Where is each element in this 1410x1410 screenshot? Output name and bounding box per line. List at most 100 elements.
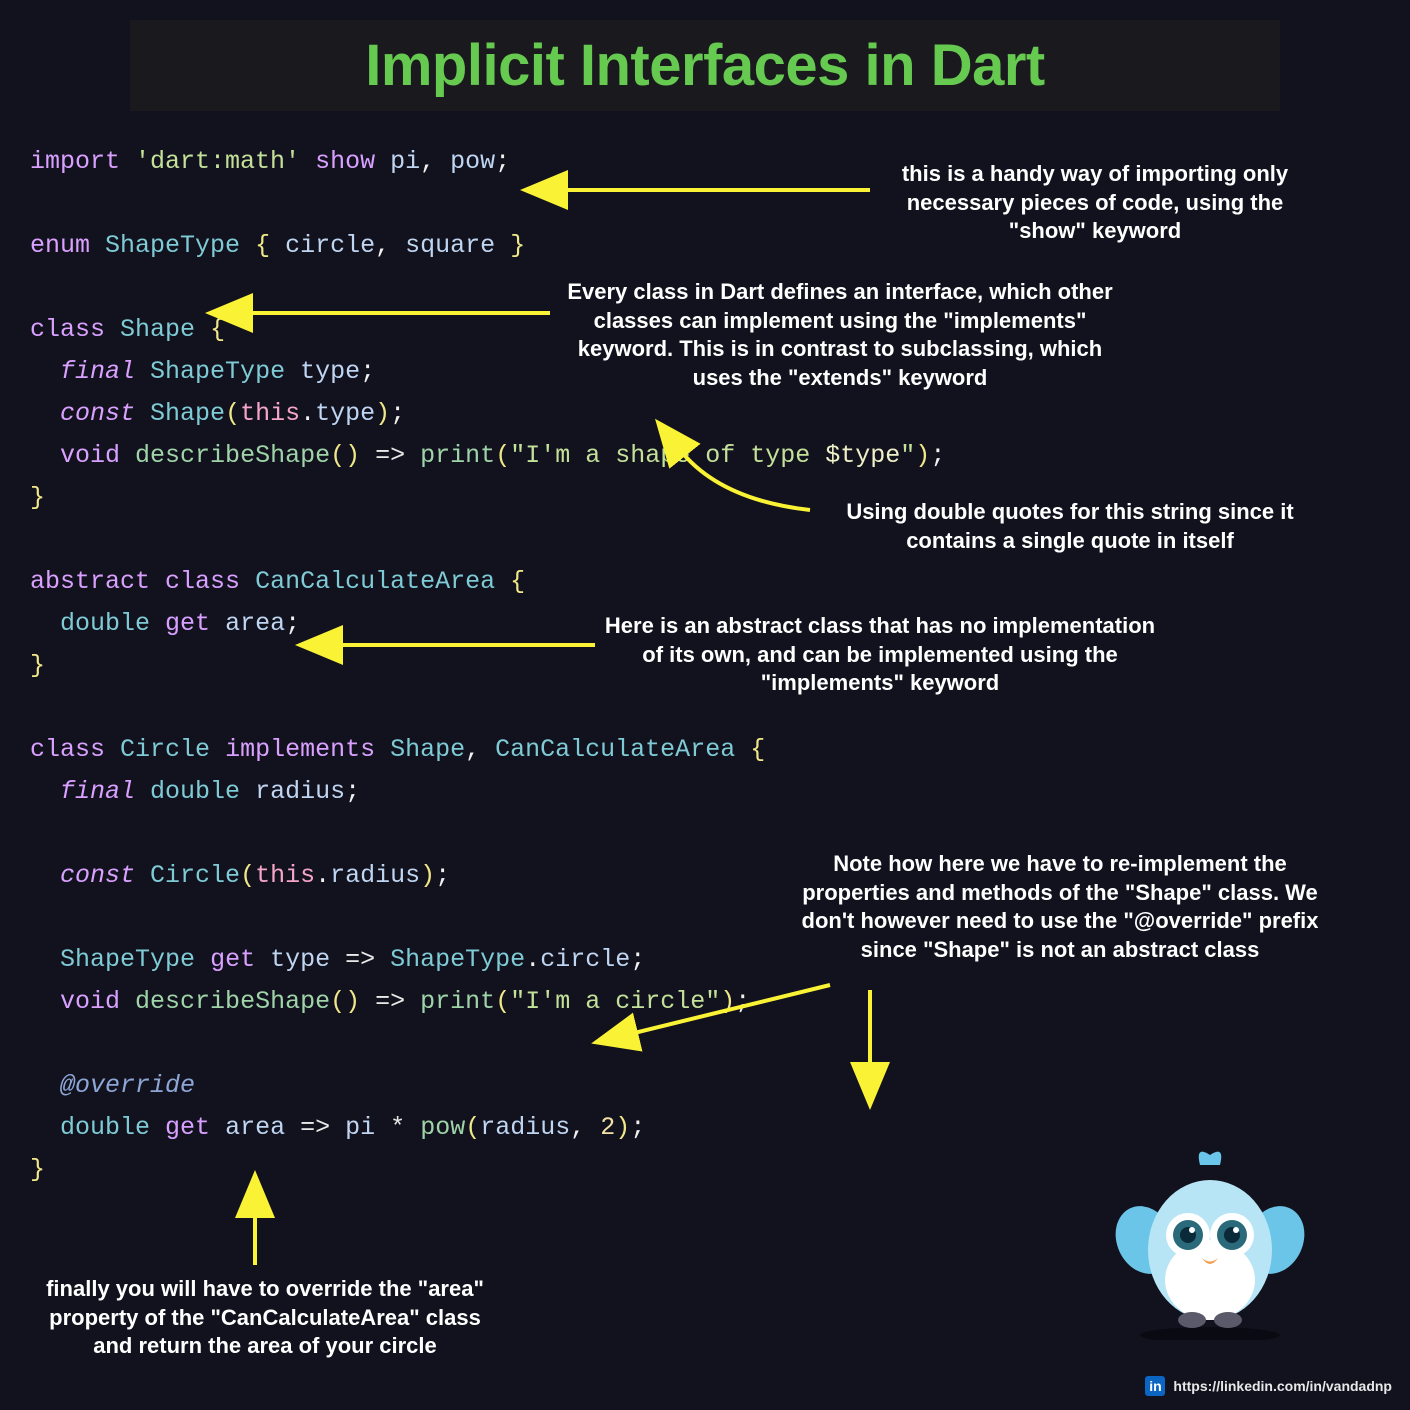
type-ccarea: CanCalculateArea [495,735,735,764]
paren: ) [375,399,390,428]
arrow: => [345,945,375,974]
semi: ; [630,945,645,974]
paren: ) [345,987,360,1016]
dot: . [525,945,540,974]
paren: ) [720,987,735,1016]
comma: , [465,735,480,764]
interp: $type [825,441,900,470]
paren: ( [330,441,345,470]
arrow: => [375,987,405,1016]
str-circle: "I'm a circle" [510,987,720,1016]
type-shapetype: ShapeType [105,231,240,260]
type-double: double [60,609,150,638]
type-ccarea: CanCalculateArea [255,567,495,596]
fn-pow: pow [420,1113,465,1142]
arrow: => [300,1113,330,1142]
kw-get: get [165,1113,210,1142]
val-circle: circle [540,945,630,974]
paren: ) [420,861,435,890]
id-pow: pow [450,147,495,176]
semi: ; [435,861,450,890]
type-shapetype: ShapeType [60,945,195,974]
kw-class: class [30,315,105,344]
semi: ; [735,987,750,1016]
semi: ; [285,609,300,638]
paren: ) [615,1113,630,1142]
annotation-quotes: Using double quotes for this string sinc… [800,498,1340,555]
kw-final: final [60,357,135,386]
title-banner: Implicit Interfaces in Dart [130,20,1280,111]
brace: } [30,651,45,680]
prop-type: type [270,945,330,974]
brace: } [510,231,525,260]
field-radius: radius [255,777,345,806]
ctor-circle: Circle [150,861,240,890]
brace: } [30,1155,45,1184]
semi: ; [495,147,510,176]
kw-const: const [60,861,135,890]
annotation-override: finally you will have to override the "a… [40,1275,490,1361]
meta-override: @override [60,1071,195,1100]
fn-print: print [420,987,495,1016]
semi: ; [930,441,945,470]
ctor-shape: Shape [150,399,225,428]
brace: { [210,315,225,344]
semi: ; [630,1113,645,1142]
kw-final: final [60,777,135,806]
kw-this: this [240,399,300,428]
brace: { [510,567,525,596]
type-double: double [150,777,240,806]
kw-this: this [255,861,315,890]
semi: ; [390,399,405,428]
id-pi: pi [390,147,420,176]
brace: { [750,735,765,764]
prop-area: area [225,609,285,638]
kw-implements: implements [225,735,375,764]
type-double: double [60,1113,150,1142]
type-shape: Shape [120,315,195,344]
kw-void: void [60,987,120,1016]
param-type: type [315,399,375,428]
type-shapetype: ShapeType [150,357,285,386]
semi: ; [345,777,360,806]
kw-get: get [165,609,210,638]
kw-enum: enum [30,231,90,260]
star: * [390,1113,405,1142]
paren: ( [495,987,510,1016]
annotation-import: this is a handy way of importing only ne… [880,160,1310,246]
annotation-interface: Every class in Dart defines an interface… [555,278,1125,392]
brace: } [30,483,45,512]
paren: ) [345,441,360,470]
id-radius: radius [480,1113,570,1142]
paren: ( [465,1113,480,1142]
param-radius: radius [330,861,420,890]
enum-circle: circle [285,231,375,260]
linkedin-link[interactable]: in https://linkedin.com/in/vandadnp [1145,1376,1392,1396]
kw-class: class [165,567,240,596]
id-pi: pi [345,1113,375,1142]
str-shape: "I'm a shape of type [510,441,825,470]
paren: ) [915,441,930,470]
field-type: type [300,357,360,386]
dot: . [315,861,330,890]
type-circle: Circle [120,735,210,764]
linkedin-url: https://linkedin.com/in/vandadnp [1173,1378,1392,1394]
fn-print: print [420,441,495,470]
str-lib: 'dart:math' [135,147,300,176]
comma: , [420,147,435,176]
paren: ( [495,441,510,470]
dot: . [300,399,315,428]
bird-mascot-icon [1110,1140,1310,1340]
kw-get: get [210,945,255,974]
kw-const: const [60,399,135,428]
kw-abstract: abstract [30,567,150,596]
page-title: Implicit Interfaces in Dart [130,32,1280,99]
paren: ( [225,399,240,428]
enum-square: square [405,231,495,260]
kw-class: class [30,735,105,764]
fn-describe: describeShape [135,441,330,470]
paren: ( [330,987,345,1016]
annotation-reimplement: Note how here we have to re-implement th… [790,850,1330,964]
str-close: " [900,441,915,470]
kw-import: import [30,147,120,176]
